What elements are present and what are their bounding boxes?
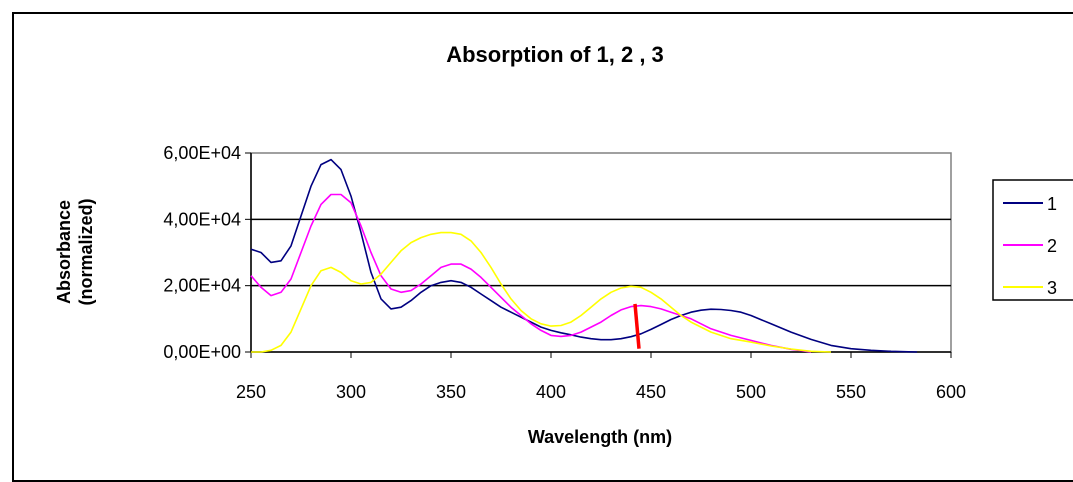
axis-ticks: 0,00E+00 2,00E+04 4,00E+04 6,00E+04 250 300 35… — [163, 143, 966, 402]
y-axis-title: Absorbance (normalized) — [54, 198, 96, 305]
series-lines — [250, 158, 918, 353]
x-axis-title: Wavelength (nm) — [528, 427, 672, 447]
chart-frame — [12, 12, 1073, 482]
red-marker-line — [633, 303, 641, 349]
x-tick-label: 550 — [836, 382, 866, 402]
y-tick-label: 4,00E+04 — [163, 209, 241, 229]
y-tick-label: 0,00E+00 — [163, 342, 241, 362]
x-tick-label: 500 — [736, 382, 766, 402]
y-tick-label: 2,00E+04 — [163, 276, 241, 296]
y-axis-title-line-1: Absorbance — [54, 200, 74, 304]
legend-label-2: 2 — [1047, 236, 1057, 256]
grid-lines — [251, 218, 951, 287]
legend-label-1: 1 — [1047, 194, 1057, 214]
x-tick-label: 400 — [536, 382, 566, 402]
legend: 1 2 3 — [992, 179, 1073, 301]
chart-title: Absorption of 1, 2 , 3 — [446, 42, 664, 67]
x-tick-label: 250 — [236, 382, 266, 402]
legend-box — [992, 179, 1073, 301]
y-axis-title-line-2: (normalized) — [76, 198, 96, 305]
series-line-1 — [250, 158, 918, 353]
x-tick-label: 450 — [636, 382, 666, 402]
series-line-2 — [250, 193, 812, 353]
x-tick-label: 350 — [436, 382, 466, 402]
legend-label-3: 3 — [1047, 278, 1057, 298]
series-line-3 — [251, 231, 832, 353]
x-tick-label: 300 — [336, 382, 366, 402]
y-tick-label: 6,00E+04 — [163, 143, 241, 163]
x-tick-label: 600 — [936, 382, 966, 402]
